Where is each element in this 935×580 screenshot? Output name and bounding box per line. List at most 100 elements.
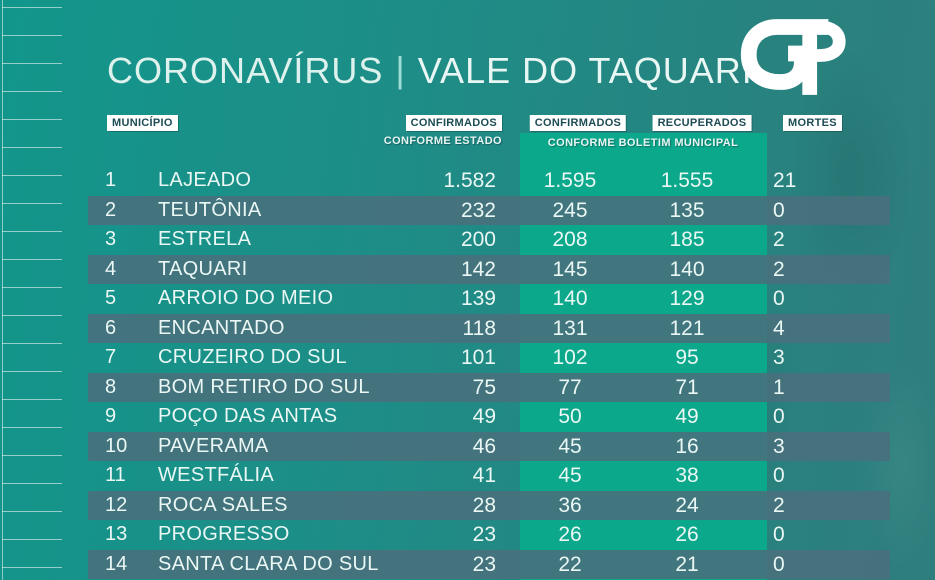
ruled-paper-line (2, 343, 62, 344)
row-recovered: 95 (675, 346, 699, 369)
ruled-paper-line (2, 287, 62, 288)
row-municipality: POÇO DAS ANTAS (158, 405, 338, 427)
table-row: 12 ROCA SALES 28 36 24 2 (0, 490, 935, 521)
row-recovered: 140 (669, 257, 705, 281)
row-recovered: 1.555 (660, 169, 714, 192)
table-row: 5 ARROIO DO MEIO 139 140 129 0 (0, 284, 935, 314)
row-deaths: 2 (773, 257, 785, 281)
column-header-recuperados: RECUPERADOS (652, 115, 752, 131)
row-confirmed-state: 142 (460, 257, 496, 281)
row-confirmed-municipal: 1.595 (543, 169, 597, 192)
row-confirmed-municipal: 102 (552, 346, 588, 369)
ruled-paper-line (2, 315, 62, 316)
row-confirmed-municipal: 22 (558, 552, 582, 576)
row-municipality: ROCA SALES (158, 493, 288, 516)
row-rank: 11 (105, 464, 126, 486)
row-municipality: LAJEADO (158, 169, 252, 191)
table-row: 3 ESTRELA 200 208 185 2 (0, 225, 935, 255)
title-coronavirus: CORONAVÍRUS (107, 50, 384, 91)
ruled-paper-line (2, 455, 62, 456)
title-region: VALE DO TAQUARI (417, 50, 753, 91)
table-row: 7 CRUZEIRO DO SUL 101 102 95 3 (0, 343, 935, 373)
row-municipality: BOM RETIRO DO SUL (158, 375, 370, 398)
table-row: 10 PAVERAMA 46 45 16 3 (0, 431, 935, 462)
row-recovered: 129 (669, 287, 705, 310)
ruled-paper-line (2, 63, 62, 64)
row-recovered: 16 (675, 434, 699, 458)
row-municipality: ARROIO DO MEIO (158, 287, 334, 309)
ruled-paper-line (2, 119, 62, 120)
row-rank: 12 (105, 493, 128, 516)
row-recovered: 49 (675, 405, 699, 428)
row-confirmed-state: 101 (460, 346, 496, 369)
ruled-paper-line (2, 567, 62, 568)
row-confirmed-state: 200 (460, 228, 496, 251)
row-rank: 2 (105, 198, 117, 221)
row-confirmed-state: 49 (472, 405, 496, 428)
row-deaths: 0 (773, 523, 785, 546)
row-confirmed-state: 75 (472, 375, 496, 399)
row-confirmed-municipal: 245 (552, 198, 588, 222)
ruled-paper-line (2, 483, 62, 484)
row-confirmed-state: 118 (462, 316, 496, 340)
row-confirmed-municipal: 145 (552, 257, 588, 281)
row-municipality: PAVERAMA (158, 434, 269, 457)
column-header-confirmados-estado: CONFIRMADOS (405, 115, 502, 131)
row-confirmed-state: 23 (472, 552, 496, 576)
row-confirmed-state: 41 (472, 464, 496, 487)
column-header-municipio: MUNICÍPIO (107, 115, 178, 131)
row-confirmed-municipal: 50 (558, 405, 582, 428)
row-municipality: TEUTÔNIA (158, 198, 262, 221)
row-municipality: WESTFÁLIA (158, 464, 275, 486)
row-rank: 10 (105, 434, 128, 457)
ruled-paper-line (2, 175, 62, 176)
row-rank: 5 (105, 287, 117, 309)
ruled-paper-line (2, 35, 62, 36)
row-deaths: 0 (773, 287, 785, 310)
row-deaths: 0 (773, 198, 785, 222)
gp-logo-icon (733, 12, 851, 102)
table-row: 13 PROGRESSO 23 26 26 0 (0, 520, 935, 550)
row-confirmed-municipal: 140 (552, 287, 588, 310)
row-confirmed-state: 139 (460, 287, 496, 310)
row-municipality: TAQUARI (158, 257, 248, 280)
table-row: 6 ENCANTADO 118 131 121 4 (0, 313, 935, 344)
row-confirmed-state: 1.582 (443, 169, 496, 192)
row-confirmed-state: 23 (472, 523, 496, 546)
row-rank: 13 (105, 523, 128, 545)
ruled-paper-line (2, 399, 62, 400)
row-municipality: ESTRELA (158, 228, 252, 250)
row-confirmed-municipal: 26 (558, 523, 582, 546)
row-recovered: 26 (675, 523, 699, 546)
row-deaths: 21 (773, 169, 797, 192)
row-confirmed-municipal: 45 (558, 434, 582, 458)
row-rank: 4 (105, 257, 117, 280)
ruled-paper-line (2, 427, 62, 428)
row-municipality: ENCANTADO (158, 316, 285, 339)
row-confirmed-state: 46 (472, 434, 496, 458)
row-recovered: 185 (669, 228, 705, 251)
ruled-paper-line (2, 231, 62, 232)
row-rank: 14 (105, 552, 128, 575)
row-rank: 8 (105, 375, 117, 398)
ruled-paper-line (2, 539, 62, 540)
column-header-confirmados-municipal: CONFIRMADOS (529, 115, 627, 131)
ruled-paper-line (2, 511, 62, 512)
row-rank: 3 (105, 228, 117, 250)
row-confirmed-municipal: 36 (558, 493, 582, 517)
ruled-paper-vertical-line (2, 0, 3, 580)
row-recovered: 121 (669, 316, 705, 340)
column-header-mortes: MORTES (783, 115, 842, 131)
row-deaths: 3 (773, 346, 785, 369)
row-municipality: PROGRESSO (158, 523, 290, 545)
title-separator: | (395, 49, 406, 90)
row-rank: 7 (105, 346, 117, 368)
ruled-paper-line (2, 259, 62, 260)
row-confirmed-state: 232 (460, 198, 496, 222)
row-deaths: 0 (773, 552, 785, 576)
row-deaths: 1 (773, 375, 785, 399)
row-rank: 9 (105, 405, 117, 427)
ruled-paper-line (2, 147, 62, 148)
table-row: 11 WESTFÁLIA 41 45 38 0 (0, 461, 935, 491)
